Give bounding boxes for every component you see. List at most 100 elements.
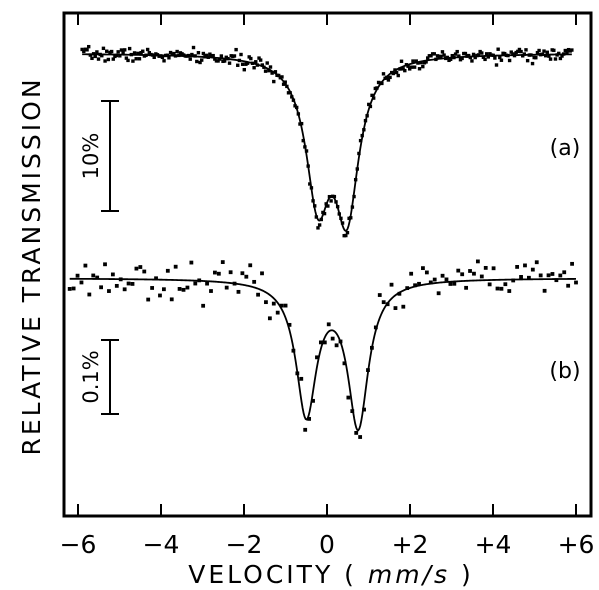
data-point	[263, 69, 268, 73]
data-point	[445, 55, 450, 60]
data-point	[475, 259, 480, 264]
data-point	[534, 260, 539, 265]
data-point	[442, 53, 446, 57]
data-point	[472, 271, 476, 276]
spectrum-b	[67, 259, 578, 439]
data-point	[279, 303, 284, 308]
data-point	[273, 70, 278, 74]
data-point	[109, 49, 114, 54]
data-point	[211, 53, 215, 58]
data-point	[385, 302, 390, 307]
data-point	[394, 70, 399, 75]
data-point	[523, 263, 527, 268]
data-point	[468, 269, 472, 273]
data-point	[481, 55, 486, 59]
data-point	[391, 71, 396, 76]
data-point	[181, 287, 186, 292]
data-point	[456, 268, 461, 273]
data-point	[126, 58, 130, 63]
data-point	[358, 138, 363, 143]
data-point	[131, 59, 135, 63]
data-point	[538, 273, 543, 278]
data-point	[527, 275, 531, 280]
data-point	[370, 93, 374, 98]
data-point	[186, 53, 191, 58]
data-point	[137, 57, 142, 61]
data-point	[188, 57, 192, 61]
data-point	[519, 49, 523, 54]
data-point	[464, 285, 469, 290]
data-point	[491, 266, 496, 271]
data-point	[452, 281, 457, 286]
data-point	[521, 54, 525, 58]
data-point	[370, 345, 374, 350]
data-point	[132, 51, 137, 55]
data-point	[471, 52, 476, 57]
data-point	[396, 73, 400, 78]
scale-bar-b-label: 0.1%	[79, 350, 103, 403]
data-point	[436, 291, 441, 296]
data-point	[213, 270, 217, 275]
data-point	[350, 409, 355, 414]
data-point	[245, 61, 250, 65]
data-point	[491, 53, 495, 58]
data-point	[141, 49, 145, 53]
data-point	[124, 56, 129, 60]
data-point	[424, 270, 429, 275]
x-axis-title-prefix: VELOCITY (	[188, 560, 357, 589]
data-point	[350, 205, 355, 209]
data-point	[346, 395, 351, 400]
data-point	[152, 55, 156, 60]
data-point	[146, 297, 151, 302]
data-point	[468, 55, 473, 60]
data-point	[548, 57, 553, 61]
data-point	[267, 316, 272, 321]
data-point	[191, 45, 196, 50]
data-point	[535, 50, 540, 55]
data-point	[265, 61, 269, 65]
data-point	[177, 53, 181, 58]
data-point	[334, 200, 338, 204]
data-point	[563, 48, 567, 53]
data-point	[134, 266, 139, 271]
data-point	[275, 310, 280, 315]
data-point	[118, 277, 123, 282]
data-point	[216, 59, 220, 63]
data-point	[546, 273, 551, 278]
data-point	[455, 49, 459, 54]
data-point	[208, 52, 212, 56]
data-point	[440, 50, 445, 54]
data-point	[219, 54, 224, 58]
data-point	[368, 104, 373, 109]
data-point	[91, 52, 96, 56]
data-point	[570, 48, 574, 52]
data-point	[525, 58, 530, 63]
data-point	[530, 61, 535, 66]
data-point	[291, 98, 296, 102]
data-point	[239, 52, 243, 57]
data-point	[281, 82, 286, 86]
data-point	[127, 46, 132, 51]
data-point	[342, 361, 347, 366]
data-point	[393, 68, 397, 72]
data-point	[345, 230, 350, 235]
data-point	[126, 281, 131, 286]
x-tick-label: −6	[60, 530, 97, 559]
data-point	[91, 273, 96, 278]
data-point	[534, 56, 538, 60]
data-point	[167, 56, 171, 60]
data-point	[209, 289, 213, 293]
data-point	[366, 368, 370, 372]
data-point	[409, 271, 414, 276]
data-point	[353, 177, 358, 182]
data-point	[227, 61, 232, 65]
data-point	[414, 59, 418, 63]
data-point	[111, 57, 115, 61]
data-point	[448, 57, 453, 61]
data-point	[424, 60, 428, 64]
data-point	[421, 64, 425, 69]
x-tick-label: −2	[226, 530, 263, 559]
data-point	[432, 277, 437, 282]
data-point	[334, 343, 339, 348]
data-point	[450, 53, 454, 58]
